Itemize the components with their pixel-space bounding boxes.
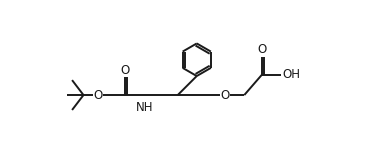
Text: OH: OH (283, 68, 301, 81)
Text: O: O (120, 64, 130, 77)
Text: NH: NH (135, 101, 153, 114)
Text: O: O (93, 89, 103, 102)
Text: O: O (220, 89, 230, 102)
Text: O: O (257, 43, 266, 56)
